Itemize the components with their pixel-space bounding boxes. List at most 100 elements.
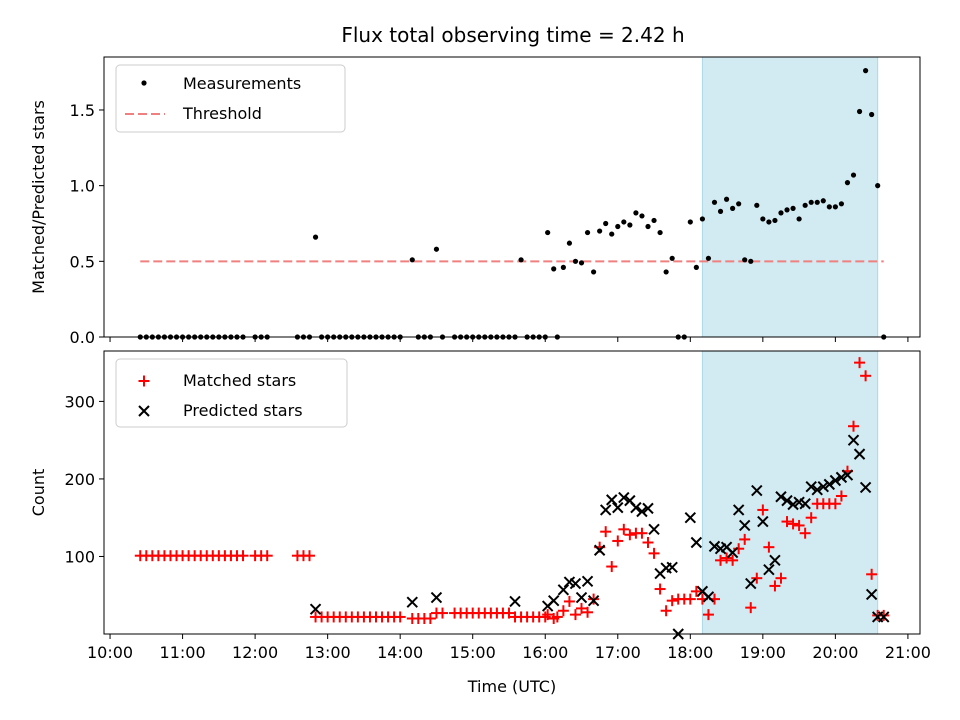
matched-star-point [563,595,575,607]
matched-star-point [769,580,781,592]
matched-star-point [721,552,733,564]
predicted-star-point [805,480,817,493]
legend-top: Measurements Threshold [115,64,346,133]
matched-star-point [261,550,273,562]
predicted-star-point [757,515,769,528]
measurement-point [633,210,639,216]
predicted-star-point-b [757,515,769,528]
matched-star-point [751,572,763,584]
matched-star-point [588,593,600,605]
predicted-star-point-b [696,585,709,598]
measurement-point [627,222,633,228]
matched-star-point [612,535,624,547]
predicted-star-point-b [593,544,606,556]
predicted-star-point [708,540,721,553]
predicted-star-point [865,588,878,601]
predicted-star-point [745,577,757,590]
measurement-point [621,219,627,225]
axes-frame [103,56,921,338]
matched-star-point [569,609,581,621]
predicted-star-point-b [793,496,805,508]
predicted-star-point [853,448,866,460]
matched-star-point [576,602,588,614]
measurement-point [802,202,808,208]
y-tick-label: 1.0 [70,177,95,196]
matched-star-point [702,609,714,621]
matched-star-point [848,420,860,432]
predicted-star-point [642,502,654,515]
measurement-point [560,264,566,270]
legend-measurements-marker [141,80,147,86]
matched-star-point [648,547,660,559]
predicted-star-point [406,596,418,608]
predicted-star-point-b [775,491,787,503]
matched-star-point [733,543,745,555]
predicted-star-point [781,494,793,507]
predicted-star-point [811,484,823,496]
measurement-point [814,199,820,205]
x-tick-label: 15:00 [450,643,496,662]
matched-star-point [793,519,805,531]
predicted-star-point [557,584,570,596]
measurement-point [863,68,869,74]
measurement-point [645,223,651,230]
measurement-point [711,199,718,205]
x-tick-label: 19:00 [740,643,786,662]
measurement-point [663,269,669,275]
predicted-star-point-b [547,594,560,607]
x-tick-label: 17:00 [595,643,641,662]
measurement-point [687,219,693,225]
matched-star-point [237,550,249,562]
matched-star-point [805,512,817,524]
matched-star-point [394,611,406,623]
predicted-star-point [684,511,697,524]
predicted-star-point-b [865,588,878,601]
matched-star-point [829,498,841,510]
predicted-star-point [878,611,890,623]
measurement-point [518,257,524,263]
chart-title: Flux total observing time = 2.42 h [341,23,684,47]
predicted-star-point [702,591,715,603]
legend-matched-marker [138,375,150,387]
predicted-star-point-b [805,480,817,493]
predicted-star-point [835,471,848,484]
predicted-star-point-b [817,480,829,493]
predicted-star-point-b [823,478,836,491]
x-tick-label: 18:00 [667,643,713,662]
predicted-star-point [309,603,322,615]
x-tick-label: 16:00 [522,643,568,662]
predicted-star-point-b [612,501,624,514]
measurement-point [409,257,415,263]
predicted-star-point [606,494,618,506]
measurement-point [603,220,609,227]
matched-star-point [775,572,787,584]
y-axis-label: Matched/Predicted stars [29,100,48,294]
legend-predicted-label: Predicted stars [183,401,303,420]
x-tick-label: 13:00 [305,643,351,662]
matched-star-point [860,370,872,382]
measurement-point [844,180,851,186]
observing-span [701,56,879,338]
predicted-star-point [847,434,860,446]
predicted-star-point [612,501,624,514]
predicted-star-point-b [708,540,721,553]
measurement-point [748,258,754,264]
matched-star-point [503,607,515,619]
predicted-star-point-b [690,536,703,549]
predicted-star-point [509,595,521,608]
measurement-point [808,199,814,205]
predicted-star-point [726,546,739,559]
measurement-point [850,172,857,178]
predicted-star-point-b [732,504,745,516]
measurement-point [433,246,440,252]
matched-star-point [606,561,618,573]
measurement-point [742,257,748,263]
legend-bottom: Matched stars Predicted stars [115,358,348,428]
measurement-point [856,108,863,115]
axes-frame [103,350,921,635]
y-tick-label: 200 [64,470,95,489]
measurement-point [730,205,736,211]
measurement-point [312,234,319,240]
predicted-star-point-b [636,505,648,518]
